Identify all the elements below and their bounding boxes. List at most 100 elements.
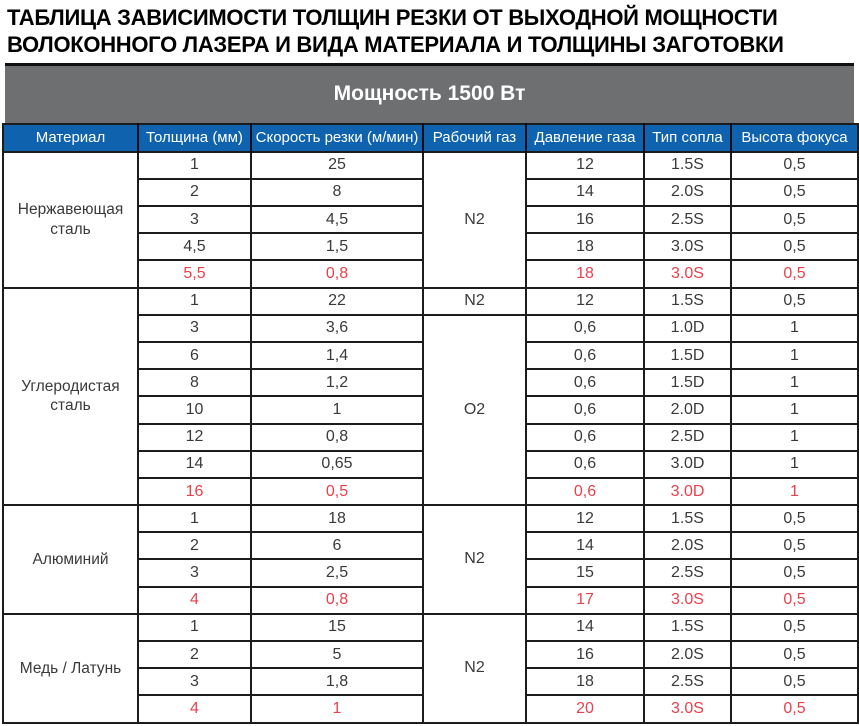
cell-pressure: 17 bbox=[525, 585, 645, 615]
cell-speed: 2,5 bbox=[250, 558, 424, 588]
cell-thickness: 3 bbox=[137, 313, 252, 343]
column-header-4: Давление газа bbox=[525, 123, 644, 152]
cell-focus: 0,5 bbox=[730, 667, 859, 697]
cell-thickness: 6 bbox=[137, 340, 252, 371]
page-title: ТАБЛИЦА ЗАВИСИМОСТИ ТОЛЩИН РЕЗКИ ОТ ВЫХО… bbox=[0, 0, 859, 59]
cell-speed: 15 bbox=[250, 612, 424, 643]
cell-speed: 1,2 bbox=[250, 368, 424, 398]
cell-nozzle: 3.0D bbox=[643, 476, 732, 507]
cell-nozzle: 2.0S bbox=[643, 531, 732, 561]
table-row: 14 0,65 0,6 3.0D 1 bbox=[3, 449, 859, 479]
cell-thickness: 1 bbox=[137, 504, 252, 534]
cell-material: Нержавеющая сталь bbox=[2, 150, 139, 289]
cell-thickness: 1 bbox=[137, 286, 252, 316]
table-body: Нержавеющая сталь 1 25 N2 12 1.5S 0,5 2 8 14 2.0S 0… bbox=[2, 150, 859, 724]
cell-pressure: 0,6 bbox=[525, 340, 645, 371]
cell-gas: N2 bbox=[422, 286, 527, 316]
cell-speed: 6 bbox=[250, 531, 424, 561]
table-row: Алюминий 1 18 N2 12 1.5S 0,5 bbox=[2, 504, 859, 615]
cell-nozzle: 1.5D bbox=[643, 368, 732, 398]
cell-focus: 1 bbox=[730, 422, 859, 452]
cell-focus: 0,5 bbox=[730, 694, 859, 724]
cell-focus: 1 bbox=[730, 313, 859, 343]
cell-thickness: 10 bbox=[137, 395, 252, 425]
table-row: 2 8 14 2.0S 0,5 bbox=[3, 177, 859, 208]
cell-speed: 0,8 bbox=[250, 422, 424, 452]
cell-thickness: 3 bbox=[137, 667, 252, 697]
cell-nozzle: 2.0D bbox=[643, 395, 732, 425]
cell-gas: N2 bbox=[422, 150, 527, 289]
cell-nozzle: 2.5S bbox=[643, 667, 732, 697]
cell-thickness: 2 bbox=[137, 640, 252, 670]
cell-nozzle: 3.0S bbox=[643, 232, 732, 262]
cell-pressure: 0,6 bbox=[525, 313, 645, 343]
cell-pressure: 18 bbox=[525, 667, 645, 697]
cell-material: Углеродистая сталь bbox=[2, 286, 139, 507]
cell-thickness: 2 bbox=[137, 531, 252, 561]
cell-thickness: 2 bbox=[137, 177, 252, 208]
cell-focus: 0,5 bbox=[730, 585, 859, 615]
cell-nozzle: 1.5D bbox=[643, 340, 732, 371]
cell-focus: 1 bbox=[730, 449, 859, 479]
cell-pressure: 20 bbox=[525, 694, 645, 724]
cell-speed: 4,5 bbox=[250, 205, 424, 235]
cell-thickness: 12 bbox=[137, 422, 252, 452]
table-row: Нержавеющая сталь 1 25 N2 12 1.5S 0,5 bbox=[2, 150, 859, 289]
cell-focus: 1 bbox=[730, 395, 859, 425]
cell-speed: 1,5 bbox=[250, 232, 424, 262]
cell-focus: 1 bbox=[730, 340, 859, 371]
table-row: 5,5 0,8 18 3.0S 0,5 bbox=[3, 259, 859, 289]
cell-pressure: 14 bbox=[525, 177, 645, 208]
cell-pressure: 14 bbox=[525, 531, 645, 561]
cell-focus: 0,5 bbox=[730, 232, 859, 262]
cell-focus: 0,5 bbox=[730, 612, 859, 643]
cell-focus: 0,5 bbox=[730, 205, 859, 235]
cell-speed: 18 bbox=[250, 504, 424, 534]
cell-focus: 0,5 bbox=[730, 531, 859, 561]
table-row: 4,5 1,5 18 3.0S 0,5 bbox=[3, 232, 859, 262]
cell-pressure: 12 bbox=[525, 504, 645, 534]
cell-thickness: 4 bbox=[137, 694, 252, 724]
cell-pressure: 0,6 bbox=[525, 476, 645, 507]
cell-thickness: 1 bbox=[137, 612, 252, 643]
table-row: 3 1,8 18 2.5S 0,5 bbox=[3, 667, 859, 697]
cell-speed: 22 bbox=[250, 286, 424, 316]
cell-speed: 25 bbox=[250, 150, 424, 180]
cell-nozzle: 2.5S bbox=[643, 205, 732, 235]
cell-nozzle: 1.0D bbox=[643, 313, 732, 343]
cell-speed: 0,8 bbox=[250, 259, 424, 289]
cell-nozzle: 1.5S bbox=[643, 150, 732, 180]
cell-speed: 0,5 bbox=[250, 476, 424, 507]
cell-thickness: 8 bbox=[137, 368, 252, 398]
cell-pressure: 12 bbox=[525, 286, 645, 316]
table-row: 12 0,8 0,6 2.5D 1 bbox=[3, 422, 859, 452]
cell-focus: 0,5 bbox=[730, 150, 859, 180]
cell-focus: 1 bbox=[730, 476, 859, 507]
cell-gas: N2 bbox=[422, 504, 527, 615]
cell-focus: 0,5 bbox=[730, 640, 859, 670]
cell-speed: 1 bbox=[250, 694, 424, 724]
table-row: 16 0,5 0,6 3.0D 1 bbox=[3, 476, 859, 507]
cell-nozzle: 3.0S bbox=[643, 585, 732, 615]
table-row: 2 6 14 2.0S 0,5 bbox=[3, 531, 859, 561]
page-title-line1: ТАБЛИЦА ЗАВИСИМОСТИ ТОЛЩИН РЕЗКИ ОТ ВЫХО… bbox=[7, 5, 778, 30]
cell-speed: 5 bbox=[250, 640, 424, 670]
power-band: Мощность 1500 Вт bbox=[5, 62, 854, 123]
cell-thickness: 5,5 bbox=[137, 259, 252, 289]
cell-nozzle: 2.5D bbox=[643, 422, 732, 452]
column-header-3: Рабочий газ bbox=[422, 123, 526, 152]
cell-material: Алюминий bbox=[2, 504, 139, 615]
cell-speed: 3,6 bbox=[250, 313, 424, 343]
cell-nozzle: 3.0S bbox=[643, 694, 732, 724]
cell-nozzle: 3.0D bbox=[643, 449, 732, 479]
table-header-row: Материал Толщина (мм) Скорость резки (м/ми… bbox=[3, 123, 858, 152]
cell-nozzle: 2.5S bbox=[643, 558, 732, 588]
cell-pressure: 0,6 bbox=[525, 422, 645, 452]
table-row: 4 1 20 3.0S 0,5 bbox=[3, 694, 859, 724]
cell-gas: N2 bbox=[422, 612, 527, 724]
cell-pressure: 0,6 bbox=[525, 449, 645, 479]
cell-thickness: 16 bbox=[137, 476, 252, 507]
cell-focus: 0,5 bbox=[730, 558, 859, 588]
cell-pressure: 14 bbox=[525, 612, 645, 643]
cell-thickness: 3 bbox=[137, 558, 252, 588]
